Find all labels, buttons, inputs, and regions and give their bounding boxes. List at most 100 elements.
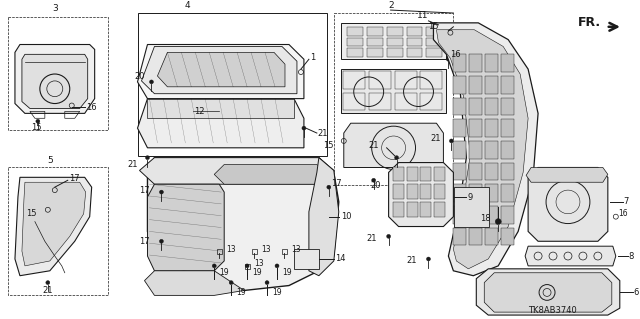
Circle shape: [275, 264, 279, 268]
Bar: [453, 54, 467, 72]
Text: TK8AB3740: TK8AB3740: [528, 306, 577, 315]
Polygon shape: [138, 45, 304, 99]
Circle shape: [46, 281, 50, 285]
Bar: [343, 71, 365, 89]
Circle shape: [145, 156, 150, 160]
Polygon shape: [22, 54, 88, 108]
Bar: [501, 206, 514, 224]
Text: 2: 2: [388, 1, 394, 10]
Bar: [367, 38, 383, 47]
Text: 19: 19: [236, 288, 246, 297]
Circle shape: [395, 156, 399, 160]
Polygon shape: [525, 246, 616, 266]
Bar: [426, 27, 442, 36]
Bar: [392, 184, 404, 199]
Bar: [485, 163, 498, 180]
Polygon shape: [526, 167, 608, 182]
Polygon shape: [436, 30, 528, 269]
Bar: [347, 27, 363, 36]
Text: 16: 16: [618, 209, 627, 218]
Bar: [435, 202, 445, 217]
Text: 21: 21: [430, 134, 440, 144]
Text: 21: 21: [406, 256, 417, 265]
Text: 13: 13: [291, 245, 301, 254]
Bar: [485, 184, 498, 202]
Bar: [501, 184, 514, 202]
Bar: [406, 27, 422, 36]
Bar: [406, 38, 422, 47]
Circle shape: [387, 234, 390, 238]
Text: 9: 9: [467, 192, 472, 202]
Polygon shape: [147, 158, 339, 291]
Text: 21: 21: [366, 234, 377, 243]
Bar: [469, 98, 483, 115]
Bar: [453, 184, 467, 202]
Text: 16: 16: [451, 50, 461, 59]
Text: 15: 15: [428, 22, 438, 31]
Bar: [406, 167, 417, 181]
Bar: [485, 119, 498, 137]
Bar: [469, 76, 483, 94]
Circle shape: [159, 239, 163, 243]
Bar: [426, 38, 442, 47]
Bar: [392, 202, 404, 217]
Bar: [387, 38, 403, 47]
Bar: [469, 141, 483, 159]
Bar: [369, 93, 390, 110]
Bar: [420, 93, 442, 110]
Circle shape: [495, 219, 501, 225]
Bar: [469, 206, 483, 224]
Bar: [453, 98, 467, 115]
Bar: [395, 71, 417, 89]
Text: 13: 13: [254, 259, 264, 268]
Circle shape: [36, 119, 40, 123]
Text: FR.: FR.: [578, 16, 601, 29]
Text: 19: 19: [220, 268, 229, 277]
Bar: [501, 98, 514, 115]
Polygon shape: [15, 177, 92, 276]
Polygon shape: [147, 184, 224, 271]
Bar: [485, 206, 498, 224]
Bar: [485, 54, 498, 72]
Text: 20: 20: [371, 181, 381, 190]
Bar: [485, 141, 498, 159]
Text: 6: 6: [634, 288, 639, 297]
Bar: [406, 184, 417, 199]
Bar: [367, 48, 383, 57]
Circle shape: [302, 126, 306, 130]
Text: 21: 21: [127, 160, 138, 169]
Circle shape: [372, 178, 376, 182]
Bar: [347, 48, 363, 57]
Circle shape: [447, 57, 451, 61]
Bar: [453, 227, 467, 245]
Polygon shape: [528, 167, 608, 241]
Bar: [367, 27, 383, 36]
Polygon shape: [141, 47, 297, 94]
Text: 21: 21: [368, 141, 379, 150]
Text: 20: 20: [134, 72, 145, 81]
Bar: [420, 167, 431, 181]
Text: 15: 15: [323, 141, 334, 150]
Text: 4: 4: [184, 1, 190, 10]
Bar: [485, 76, 498, 94]
Bar: [454, 187, 489, 226]
Bar: [485, 227, 498, 245]
Text: 15: 15: [31, 122, 42, 132]
Bar: [453, 206, 467, 224]
Polygon shape: [15, 45, 95, 113]
Bar: [8, 17, 108, 130]
Bar: [501, 76, 514, 94]
Text: 5: 5: [47, 156, 52, 165]
Bar: [347, 38, 363, 47]
Bar: [469, 119, 483, 137]
Circle shape: [229, 281, 233, 285]
Text: 17: 17: [68, 174, 79, 183]
Text: 17: 17: [139, 186, 150, 195]
Text: 13: 13: [261, 245, 271, 254]
Bar: [420, 184, 431, 199]
Text: 1: 1: [310, 53, 315, 62]
Polygon shape: [433, 23, 538, 276]
Circle shape: [426, 257, 431, 261]
Text: 17: 17: [139, 237, 150, 246]
Polygon shape: [157, 52, 285, 87]
